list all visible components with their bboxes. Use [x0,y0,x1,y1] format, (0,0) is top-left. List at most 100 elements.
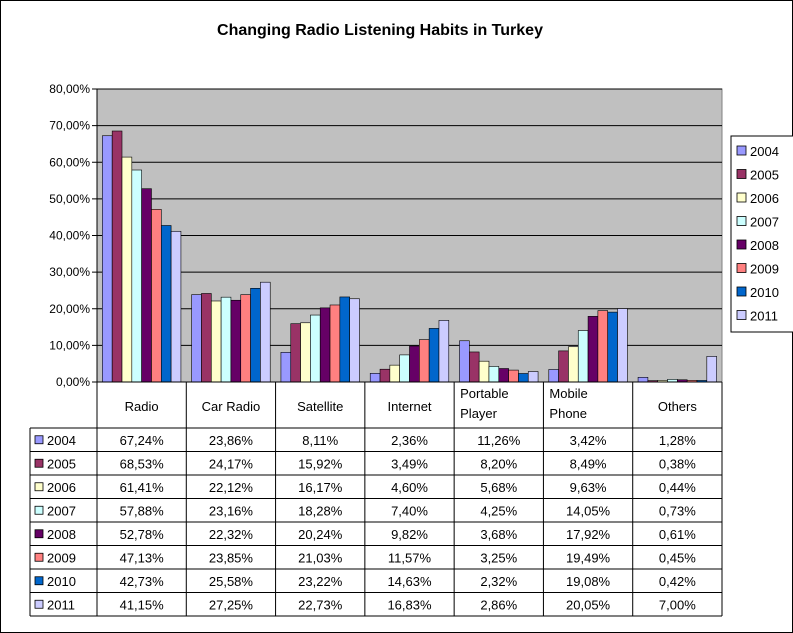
table-value: 18,28% [298,503,343,518]
category-label: Portable [460,386,508,401]
table-value: 20,24% [298,527,343,542]
bar-2007-1 [220,296,232,383]
table-value: 23,16% [209,503,254,518]
legend-label: 2007 [750,215,779,230]
bar-2011-2 [349,298,360,383]
category-label: Satellite [297,399,343,414]
table-series-label: 2008 [47,527,76,542]
legend-label: 2006 [750,191,779,206]
table-value: 22,32% [209,527,254,542]
bar-2011-5 [617,308,628,383]
table-key-2010 [34,576,44,586]
bar-2004-6 [637,377,649,383]
table-value: 7,00% [659,597,696,612]
bar-2010-2 [339,296,350,383]
bar-2005-2 [290,323,301,383]
bar-2010-1 [250,288,261,383]
table-value: 17,92% [566,527,611,542]
table-value: 3,42% [570,433,607,448]
table-value: 9,63% [570,480,607,495]
table-value: 1,28% [659,433,696,448]
bar-2011-1 [260,281,271,383]
bar-2008-3 [409,345,420,383]
bar-2010-4 [518,373,529,383]
table-value: 5,68% [480,480,517,495]
y-tick-label: 40,00% [49,229,90,243]
bar-2004-2 [280,351,292,383]
bar-2008-4 [498,368,509,383]
table-value: 19,08% [566,574,611,589]
bar-2004-1 [191,294,202,383]
bar-2007-2 [310,314,321,383]
bar-2011-0 [170,230,182,383]
table-value: 22,12% [209,480,254,495]
bar-2010-5 [607,311,618,383]
table-value: 57,88% [120,503,165,518]
table-value: 4,60% [391,480,428,495]
table-value: 11,57% [388,550,432,565]
table-value: 0,45% [659,550,696,565]
bar-2005-0 [111,130,123,383]
bar-2007-0 [131,169,142,383]
bar-2009-0 [151,209,162,383]
table-value: 14,63% [387,574,432,589]
table-series-label: 2011 [47,597,75,612]
bar-2006-4 [478,360,490,383]
table-value: 0,73% [659,503,696,518]
table-series-label: 2007 [47,503,76,518]
legend-label: 2010 [750,285,779,300]
table-value: 2,86% [480,597,517,612]
y-tick-label: 20,00% [49,302,90,316]
table-value: 22,73% [298,597,343,612]
legend-label: 2008 [750,238,779,253]
table-value: 0,61% [659,527,696,542]
y-tick-label: 60,00% [49,155,90,169]
bar-2009-1 [240,294,251,383]
legend-key-2008 [736,239,747,250]
table-value: 52,78% [120,527,165,542]
bar-2006-1 [210,300,222,383]
table-value: 4,25% [480,503,517,518]
bar-2008-5 [587,316,599,383]
table-value: 41,15% [120,597,165,612]
bar-2011-6 [706,356,717,383]
bar-2006-3 [389,364,400,383]
table-value: 3,25% [480,550,517,565]
bar-2005-4 [469,351,480,383]
table-value: 11,26% [477,433,521,448]
table-value: 2,32% [480,574,517,589]
table-value: 25,58% [209,574,254,589]
table-series-label: 2004 [47,433,76,448]
bar-2006-5 [568,346,579,383]
table-value: 0,44% [659,480,696,495]
legend-key-2004 [736,145,747,156]
legend-label: 2004 [750,144,779,159]
table-series-label: 2009 [47,550,76,565]
table-value: 9,82% [391,527,428,542]
category-label: Player [460,406,498,421]
category-label: Phone [549,406,587,421]
table-value: 23,85% [209,550,254,565]
bar-2005-5 [558,350,569,383]
bar-2005-1 [201,293,212,383]
table-series-label: 2010 [47,574,76,589]
table-key-2011 [34,599,44,609]
table-key-2004 [34,435,44,445]
bar-2011-3 [438,320,450,383]
y-tick-label: 80,00% [49,82,90,96]
chart-title: Changing Radio Listening Habits in Turke… [217,22,543,39]
table-value: 47,13% [120,550,165,565]
legend-label: 2011 [750,309,778,324]
table-value: 27,25% [209,597,254,612]
table-key-2009 [34,552,44,562]
y-tick-label: 50,00% [49,192,90,206]
table-value: 23,22% [298,574,343,589]
table-value: 3,68% [480,527,517,542]
table-value: 0,42% [659,574,696,589]
table-value: 67,24% [120,433,165,448]
bar-2006-2 [300,322,311,383]
bar-2004-3 [369,373,381,383]
table-value: 8,20% [480,456,517,471]
table-key-2008 [34,529,44,539]
bar-2009-2 [329,304,341,383]
